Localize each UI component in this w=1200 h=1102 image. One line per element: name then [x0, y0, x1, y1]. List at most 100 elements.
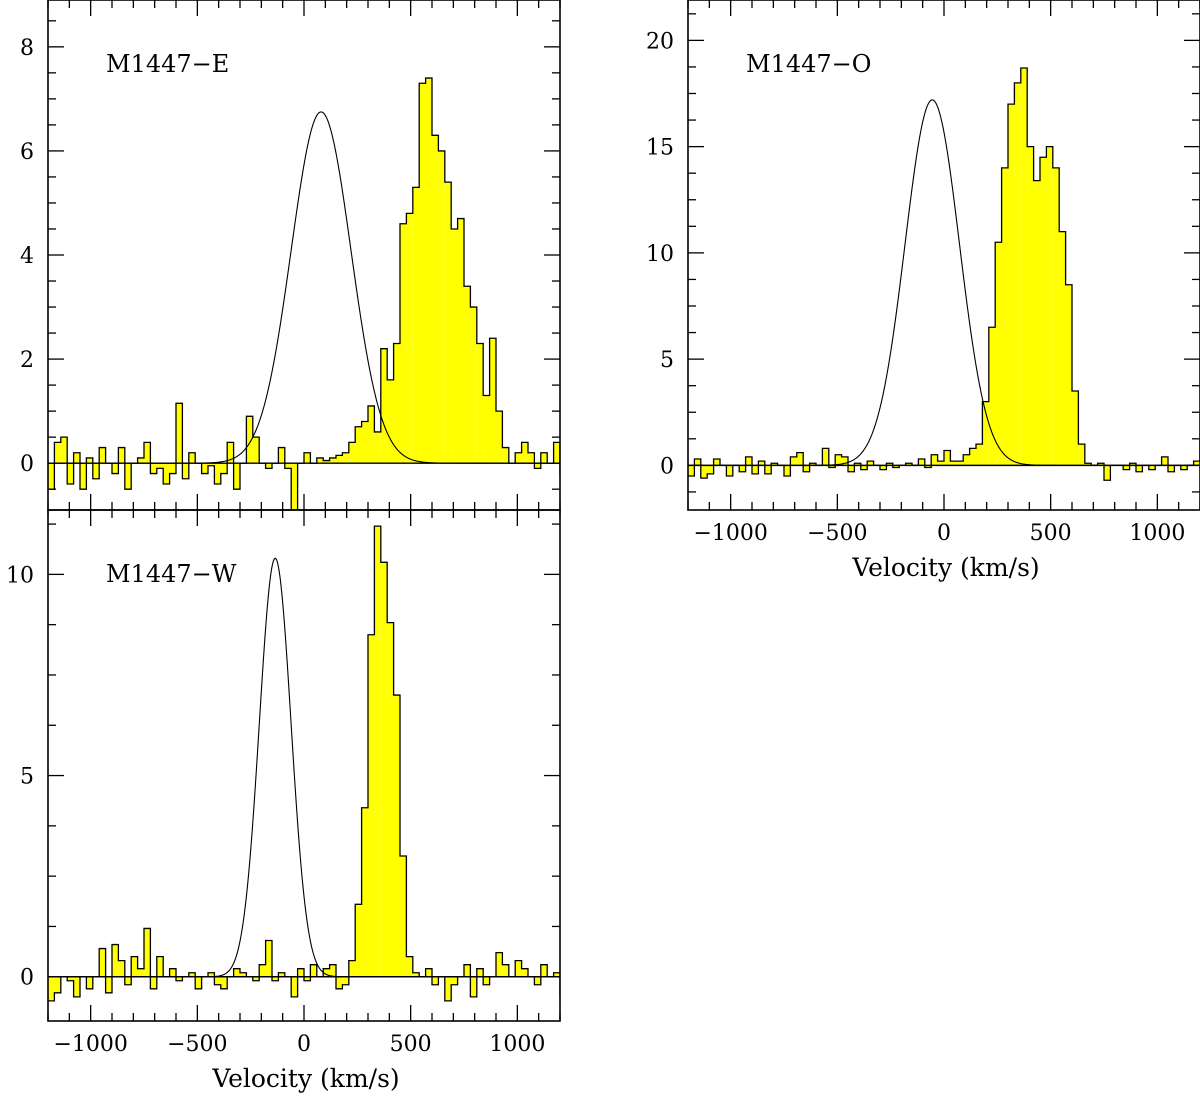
y-tick-label: 20	[646, 29, 674, 54]
histogram-bar	[227, 442, 234, 464]
histogram-bar	[464, 286, 471, 464]
histogram-bar	[630, 432, 636, 463]
histogram-bar	[54, 442, 61, 464]
histogram-bar	[483, 395, 490, 464]
histogram-bar	[848, 465, 855, 472]
histogram-bar	[323, 968, 330, 977]
histogram-bar	[828, 465, 836, 468]
histogram-bar	[272, 976, 279, 981]
panel-m1447-e: 0 2 4 6 8 M1447−E	[20, 0, 694, 511]
histogram-bar	[169, 968, 176, 977]
histogram-bar	[60, 437, 68, 464]
histogram-bar	[726, 465, 733, 476]
histogram-bar	[67, 463, 74, 484]
histogram-bar	[797, 945, 803, 977]
histogram-bar	[323, 460, 330, 464]
plot-area	[688, 67, 1200, 481]
histogram-bar	[470, 307, 477, 464]
histogram-bar	[1104, 465, 1111, 481]
histogram-bar	[444, 976, 452, 1001]
histogram-bar	[803, 961, 809, 977]
histogram-bar	[618, 458, 624, 463]
histogram-bar	[835, 454, 842, 466]
histogram-bar	[432, 976, 439, 985]
x-axis-title: Velocity (km/s)	[851, 553, 1039, 582]
histogram-bar	[515, 452, 522, 464]
histogram-bar	[892, 465, 900, 468]
histogram-bar	[240, 972, 247, 977]
histogram-bar	[956, 461, 964, 466]
panel-label: M1447−W	[106, 560, 237, 588]
gaussian-fit-curve	[48, 111, 560, 464]
histogram-bar	[406, 956, 413, 977]
histogram-bar	[112, 463, 119, 474]
y-tick-label: 0	[20, 452, 34, 477]
histogram-bar	[496, 952, 503, 977]
histogram-bar	[169, 463, 176, 474]
histogram-bar	[1129, 463, 1136, 466]
histogram-bar	[1027, 146, 1034, 466]
histogram-bar	[1065, 284, 1072, 466]
histogram-bar	[573, 965, 579, 977]
histogram-bar	[316, 457, 324, 464]
histogram-bar	[304, 976, 311, 981]
histogram-bar	[48, 976, 55, 1001]
histogram-bar	[720, 965, 726, 977]
histogram-bar	[195, 976, 202, 989]
x-tick-label: 1000	[1129, 521, 1185, 546]
histogram-bar	[694, 977, 700, 1009]
histogram-bar	[611, 953, 617, 977]
histogram-bar	[937, 461, 944, 466]
histogram-bar	[810, 949, 816, 977]
histogram-bar	[502, 447, 509, 464]
histogram-bar	[124, 976, 132, 985]
histogram-bar	[867, 461, 874, 466]
histogram-bar	[643, 448, 649, 464]
x-tick-label: 0	[937, 521, 951, 546]
y-tick-label: 8	[20, 36, 34, 61]
histogram-bar	[790, 456, 797, 466]
histogram-bar	[86, 457, 93, 464]
histogram-bar	[758, 461, 765, 466]
y-tick-label: 2	[20, 348, 34, 373]
histogram-bar	[637, 969, 643, 977]
histogram-bar	[1046, 146, 1053, 466]
histogram-bar	[605, 463, 611, 479]
histogram-bar	[156, 463, 164, 469]
y-tick-label: 0	[660, 454, 674, 479]
histogram-bar	[1001, 167, 1008, 466]
histogram-bar	[182, 463, 189, 479]
histogram-bar	[586, 977, 592, 989]
histogram-bar	[80, 463, 87, 490]
histogram-bar	[982, 401, 989, 466]
histogram-bar	[598, 453, 604, 463]
histogram-bar	[112, 944, 119, 977]
histogram-bar	[220, 976, 228, 989]
histogram-bar	[470, 976, 477, 997]
histogram-bar	[931, 454, 938, 466]
histogram-bar	[534, 463, 541, 469]
histogram-bar	[752, 465, 759, 474]
histogram-bar	[246, 416, 253, 464]
histogram-bar	[822, 448, 829, 466]
histogram-bar	[214, 463, 221, 484]
histogram-bar	[988, 327, 996, 466]
histogram-bar	[566, 458, 572, 463]
histogram-bar	[342, 976, 349, 985]
histogram-bar	[598, 969, 604, 977]
x-tick-label: −500	[167, 1032, 227, 1057]
gaussian-fit-curve	[48, 557, 560, 978]
histogram-bar	[688, 458, 694, 463]
histogram-bar	[329, 457, 336, 464]
histogram-bar	[278, 447, 285, 464]
histogram-bar	[1097, 463, 1104, 466]
histogram-bar	[553, 442, 560, 464]
histogram-bar	[496, 411, 503, 464]
y-tick-label: 15	[646, 136, 674, 161]
x-tick-label: 500	[390, 1032, 432, 1057]
histogram-bar	[310, 964, 317, 977]
histogram-bar	[368, 634, 375, 977]
histogram-bar	[118, 960, 125, 977]
histogram-bar	[214, 976, 221, 985]
histogram-bar	[419, 83, 426, 464]
